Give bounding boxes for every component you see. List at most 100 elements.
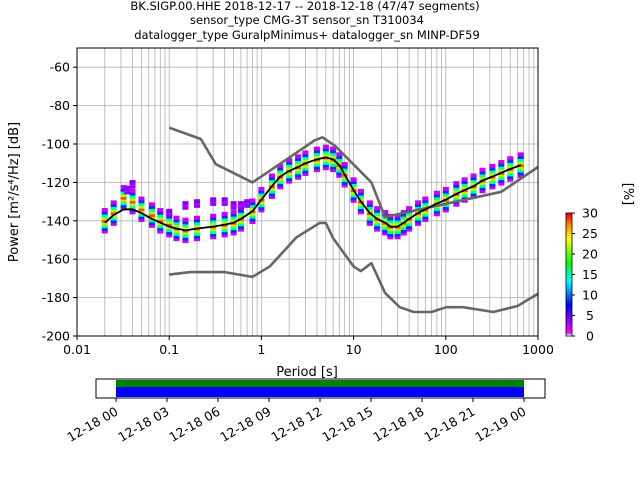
colorbar-swatch (566, 292, 572, 296)
psd-cell (350, 177, 357, 182)
colorbar-swatch (566, 325, 572, 329)
psd-cell (489, 180, 496, 185)
psd-outlier-cell (210, 201, 217, 206)
psd-cell (148, 202, 155, 207)
psd-cell (322, 147, 329, 152)
psd-outlier-cell (182, 205, 189, 210)
psd-cell (341, 164, 348, 169)
psd-cell (442, 186, 449, 191)
psd-cell (295, 175, 302, 180)
psd-cell (193, 229, 200, 234)
psd-cell (193, 234, 200, 239)
psd-cell (322, 150, 329, 155)
psd-cell (230, 209, 237, 214)
psd-cell (138, 196, 145, 201)
psd-cell (258, 194, 265, 199)
psd-cell (221, 233, 228, 238)
psd-cell (173, 231, 180, 236)
colorbar-swatch (566, 239, 572, 243)
psd-cell (322, 144, 329, 149)
psd-cell (406, 206, 413, 211)
psd-cell (295, 173, 302, 178)
psd-cell (479, 167, 486, 172)
colorbar-tick-label: 15 (582, 267, 598, 282)
psd-cell (400, 218, 407, 223)
psd-cell (387, 216, 394, 221)
timeline-tick-label: 12-18 00 (64, 404, 120, 445)
psd-cell (221, 228, 228, 233)
psd-cell (313, 168, 320, 173)
psd-cell (489, 171, 496, 176)
psd-cell (470, 192, 477, 197)
psd-cell (286, 166, 293, 171)
psd-cell (173, 223, 180, 228)
colorbar-swatch (566, 284, 572, 288)
psd-cell (387, 227, 394, 232)
psd-cell (394, 227, 401, 232)
psd-cell (406, 219, 413, 224)
psd-outlier-cell (124, 190, 131, 195)
psd-cell (230, 226, 237, 231)
psd-cell (461, 182, 468, 187)
colorbar-swatch (566, 221, 572, 224)
psd-cell (101, 213, 108, 218)
psd-cell (479, 173, 486, 178)
psd-cell (350, 193, 357, 198)
psd-cell (268, 178, 275, 183)
psd-cell (498, 178, 505, 183)
colorbar-swatch (566, 249, 572, 253)
psd-cell (498, 181, 505, 186)
psd-outlier-cell (210, 197, 217, 202)
psd-cell (302, 166, 309, 171)
psd-cell (498, 176, 505, 181)
psd-cell (366, 221, 373, 226)
colorbar-swatch (566, 251, 572, 255)
x-tick-label: 0.01 (63, 342, 91, 357)
colorbar-swatch (566, 319, 572, 323)
psd-cell (489, 169, 496, 174)
psd-cell (166, 219, 173, 224)
psd-cell (249, 203, 256, 208)
psd-cell (453, 186, 460, 191)
colorbar-swatch (566, 258, 572, 261)
psd-cell (302, 169, 309, 174)
psd-cell (182, 217, 189, 222)
y-tick-label: -80 (50, 98, 70, 113)
psd-outlier-cell (166, 213, 173, 218)
psd-cell (138, 212, 145, 217)
psd-cell (357, 188, 364, 193)
psd-cell (268, 181, 275, 186)
psd-cell (157, 210, 164, 215)
psd-cell (461, 185, 468, 190)
psd-cell (387, 221, 394, 226)
psd-cell (387, 232, 394, 237)
colorbar-swatch (566, 254, 572, 257)
y-tick-label: -160 (42, 252, 70, 267)
colorbar-swatch (566, 237, 572, 241)
psd-cell (148, 221, 155, 226)
x-tick-label: 1000 (522, 342, 554, 357)
psd-cell (357, 202, 364, 207)
x-axis-label: Period [s] (276, 365, 338, 380)
psd-cell (129, 210, 136, 215)
psd-cell (489, 182, 496, 187)
psd-cell (182, 233, 189, 238)
colorbar-swatch (566, 305, 572, 308)
psd-cell (173, 234, 180, 239)
psd-cell (433, 193, 440, 198)
colorbar: 0 5 10 15 20 25 30 (565, 206, 598, 344)
psd-cell (313, 160, 320, 165)
psd-cell (374, 206, 381, 211)
psd-cell (336, 171, 343, 176)
colorbar-swatch (566, 272, 572, 275)
colorbar-tick-label: 20 (582, 247, 598, 262)
psd-cell (230, 212, 237, 217)
psd-cell (330, 149, 337, 154)
psd-outlier-cell (193, 201, 200, 206)
psd-cell (268, 176, 275, 181)
psd-cell (374, 224, 381, 229)
colorbar-swatch (566, 266, 572, 269)
psd-cell (193, 218, 200, 223)
psd-cell (110, 200, 117, 205)
